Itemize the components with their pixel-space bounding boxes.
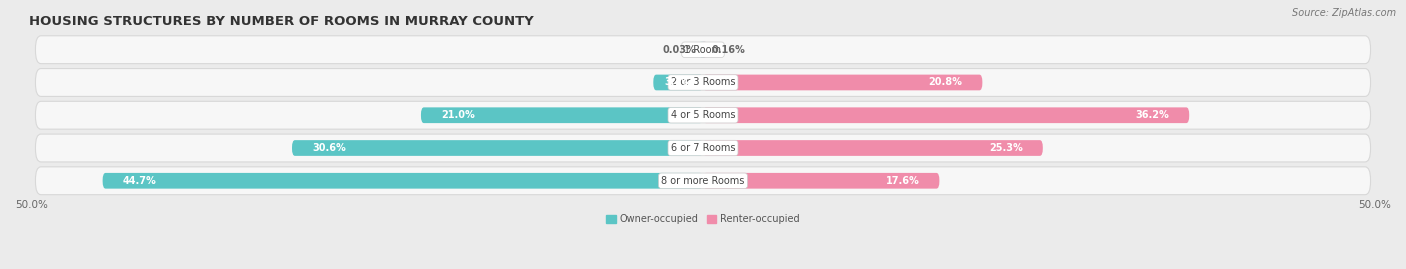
- FancyBboxPatch shape: [654, 75, 703, 90]
- FancyBboxPatch shape: [420, 107, 703, 123]
- Text: 0.16%: 0.16%: [711, 45, 745, 55]
- Text: 0.03%: 0.03%: [662, 45, 696, 55]
- Text: 4 or 5 Rooms: 4 or 5 Rooms: [671, 110, 735, 120]
- FancyBboxPatch shape: [702, 42, 706, 58]
- FancyBboxPatch shape: [703, 107, 1189, 123]
- FancyBboxPatch shape: [703, 140, 1043, 156]
- Text: 17.6%: 17.6%: [886, 176, 920, 186]
- Text: 2 or 3 Rooms: 2 or 3 Rooms: [671, 77, 735, 87]
- Text: HOUSING STRUCTURES BY NUMBER OF ROOMS IN MURRAY COUNTY: HOUSING STRUCTURES BY NUMBER OF ROOMS IN…: [28, 15, 533, 28]
- FancyBboxPatch shape: [35, 134, 1371, 162]
- FancyBboxPatch shape: [703, 75, 983, 90]
- FancyBboxPatch shape: [35, 101, 1371, 129]
- Text: 30.6%: 30.6%: [312, 143, 346, 153]
- Text: 8 or more Rooms: 8 or more Rooms: [661, 176, 745, 186]
- Text: 21.0%: 21.0%: [441, 110, 475, 120]
- FancyBboxPatch shape: [35, 69, 1371, 96]
- Text: 1 Room: 1 Room: [685, 45, 721, 55]
- Text: 6 or 7 Rooms: 6 or 7 Rooms: [671, 143, 735, 153]
- Text: Source: ZipAtlas.com: Source: ZipAtlas.com: [1292, 8, 1396, 18]
- FancyBboxPatch shape: [703, 173, 939, 189]
- FancyBboxPatch shape: [292, 140, 703, 156]
- Text: 3.7%: 3.7%: [664, 77, 692, 87]
- FancyBboxPatch shape: [35, 36, 1371, 64]
- Text: 36.2%: 36.2%: [1135, 110, 1168, 120]
- Text: 25.3%: 25.3%: [988, 143, 1022, 153]
- FancyBboxPatch shape: [35, 167, 1371, 195]
- FancyBboxPatch shape: [103, 173, 703, 189]
- Text: 44.7%: 44.7%: [122, 176, 156, 186]
- Text: 20.8%: 20.8%: [928, 77, 962, 87]
- Legend: Owner-occupied, Renter-occupied: Owner-occupied, Renter-occupied: [602, 211, 804, 228]
- FancyBboxPatch shape: [700, 42, 706, 58]
